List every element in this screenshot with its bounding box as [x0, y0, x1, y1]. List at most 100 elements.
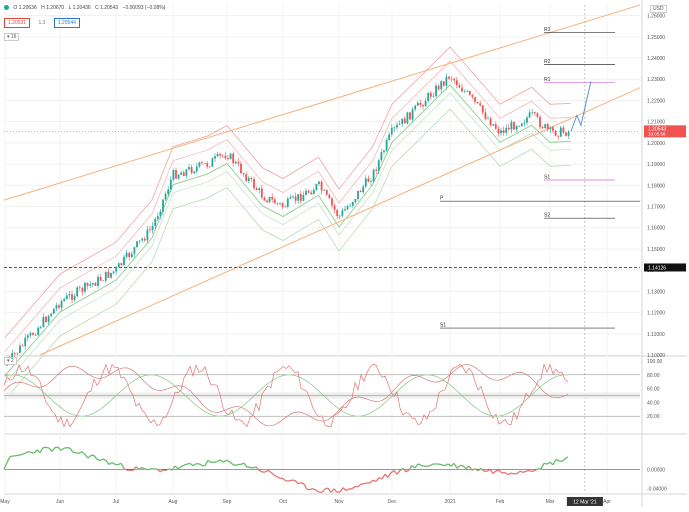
- momentum-segment: [442, 465, 445, 466]
- momentum-segment: [148, 469, 151, 470]
- y-tick-label: 1.25000: [647, 35, 665, 41]
- candle-body: [355, 199, 357, 202]
- candle-body: [347, 206, 349, 209]
- candle-body: [251, 178, 253, 179]
- buy-price-tag[interactable]: 1.20544: [54, 18, 80, 28]
- candle-body: [264, 198, 266, 201]
- x-tick-label: 2021: [444, 499, 455, 505]
- sell-price-tag[interactable]: 1.20531: [4, 18, 30, 28]
- candle-body: [230, 154, 232, 159]
- candle-body: [316, 184, 318, 190]
- candle-body: [196, 166, 198, 171]
- candle-body: [498, 129, 500, 134]
- y-tick-label: 1.22000: [647, 98, 665, 104]
- momentum-segment: [310, 489, 313, 490]
- candle-body: [152, 226, 154, 230]
- momentum-segment: [418, 464, 421, 466]
- candle-body: [173, 170, 175, 180]
- candle-body: [472, 95, 474, 97]
- candle-body: [97, 277, 99, 286]
- momentum-segment: [457, 466, 460, 469]
- candle-body: [399, 124, 401, 125]
- mom-y-tick: 0.00000: [647, 467, 665, 473]
- momentum-segment: [400, 468, 403, 470]
- candle-body: [162, 199, 164, 211]
- candle-body: [58, 305, 60, 307]
- momentum-segment: [112, 463, 115, 465]
- ohlc-legend: O 1.20636 H 1.20670 L 1.20436 C 1.20543 …: [4, 5, 168, 11]
- momentum-segment: [184, 464, 187, 465]
- candle-body: [186, 169, 188, 176]
- momentum-segment: [253, 467, 256, 468]
- candle-body: [560, 128, 562, 137]
- x-tick-label: Dec: [388, 499, 397, 505]
- candle-body: [349, 206, 351, 207]
- ohlc-low: L 1.20436: [69, 5, 91, 11]
- candle-body: [40, 327, 42, 328]
- x-tick-label: Feb: [496, 499, 505, 505]
- candle-body: [430, 93, 432, 97]
- candle-body: [438, 86, 440, 90]
- candle-body: [82, 288, 84, 292]
- candle-body: [87, 283, 89, 286]
- candle-body: [344, 209, 346, 210]
- x-tick-label: Jun: [56, 499, 64, 505]
- momentum-segment: [403, 468, 406, 471]
- momentum-segment: [226, 460, 229, 461]
- candle-body: [381, 152, 383, 160]
- y-tick-label: 1.26000: [647, 14, 665, 20]
- momentum-segment: [265, 470, 268, 472]
- stochastic-panel: [4, 364, 640, 426]
- indicator-count-tag[interactable]: ▾ 16: [4, 33, 19, 41]
- momentum-segment: [394, 471, 397, 475]
- candle-body: [453, 79, 455, 81]
- momentum-segment: [352, 487, 355, 489]
- momentum-segment: [421, 465, 424, 466]
- candle-body: [131, 254, 133, 257]
- momentum-segment: [181, 465, 184, 466]
- candle-body: [414, 106, 416, 110]
- candle-body: [243, 173, 245, 174]
- candle-body: [128, 253, 130, 257]
- candle-body: [443, 81, 445, 85]
- osc-y-tick: 60.00: [647, 387, 660, 393]
- candle-body: [568, 132, 570, 136]
- candle-body: [37, 328, 39, 335]
- osc-y-tick: 80.00: [647, 373, 660, 379]
- candle-body: [19, 346, 21, 353]
- momentum-segment: [298, 483, 301, 484]
- candle-body: [232, 154, 234, 163]
- level-label: 1.14126: [648, 265, 666, 271]
- candle-body: [209, 167, 211, 168]
- candle-body: [136, 241, 138, 247]
- candle-body: [526, 118, 528, 123]
- momentum-segment: [463, 466, 466, 469]
- candle-body: [193, 171, 195, 173]
- candle-body: [425, 101, 427, 106]
- candle-body: [287, 199, 289, 207]
- candle-body: [121, 263, 123, 265]
- candle-body: [113, 271, 115, 273]
- momentum-segment: [565, 457, 568, 459]
- momentum-segment: [16, 455, 19, 456]
- candle-body: [290, 197, 292, 199]
- candle-body: [474, 97, 476, 102]
- upper-band: [5, 47, 571, 338]
- momentum-segment: [379, 478, 382, 479]
- candle-body: [43, 317, 45, 327]
- candle-body: [318, 182, 320, 184]
- candle-body: [321, 182, 323, 191]
- projection-arrow: [571, 81, 591, 131]
- momentum-segment: [46, 447, 49, 448]
- candle-body: [17, 353, 19, 354]
- candle-body: [147, 229, 149, 240]
- candle-body: [537, 113, 539, 117]
- candle-body: [149, 229, 151, 230]
- candle-body: [292, 196, 294, 197]
- oscillator-tag[interactable]: ▾ 2: [4, 357, 17, 365]
- momentum-segment: [358, 484, 361, 487]
- momentum-segment: [193, 464, 196, 466]
- candle-body: [360, 191, 362, 192]
